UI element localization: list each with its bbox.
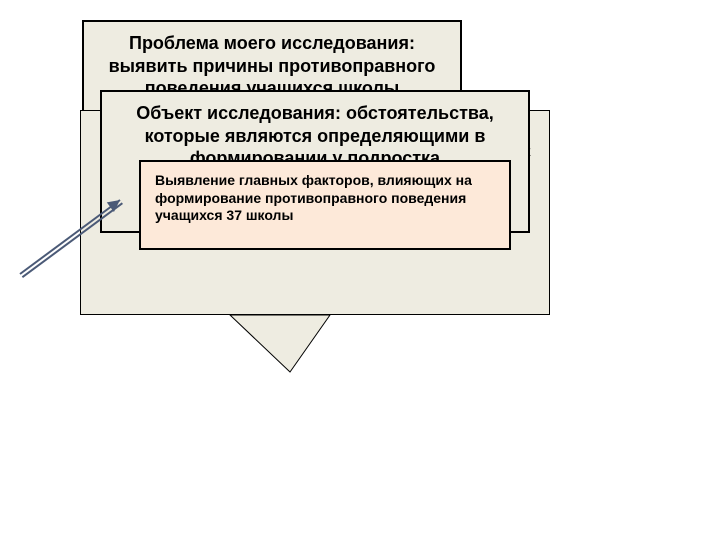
callout-pointer: [228, 313, 332, 374]
finding-text: Выявление главных факторов, влияющих на …: [155, 172, 472, 223]
finding-box: Выявление главных факторов, влияющих на …: [139, 160, 511, 250]
problem-text: Проблема моего исследования: выявить при…: [109, 33, 436, 98]
slide-canvas: Проблема моего исследования: выявить при…: [0, 0, 720, 540]
